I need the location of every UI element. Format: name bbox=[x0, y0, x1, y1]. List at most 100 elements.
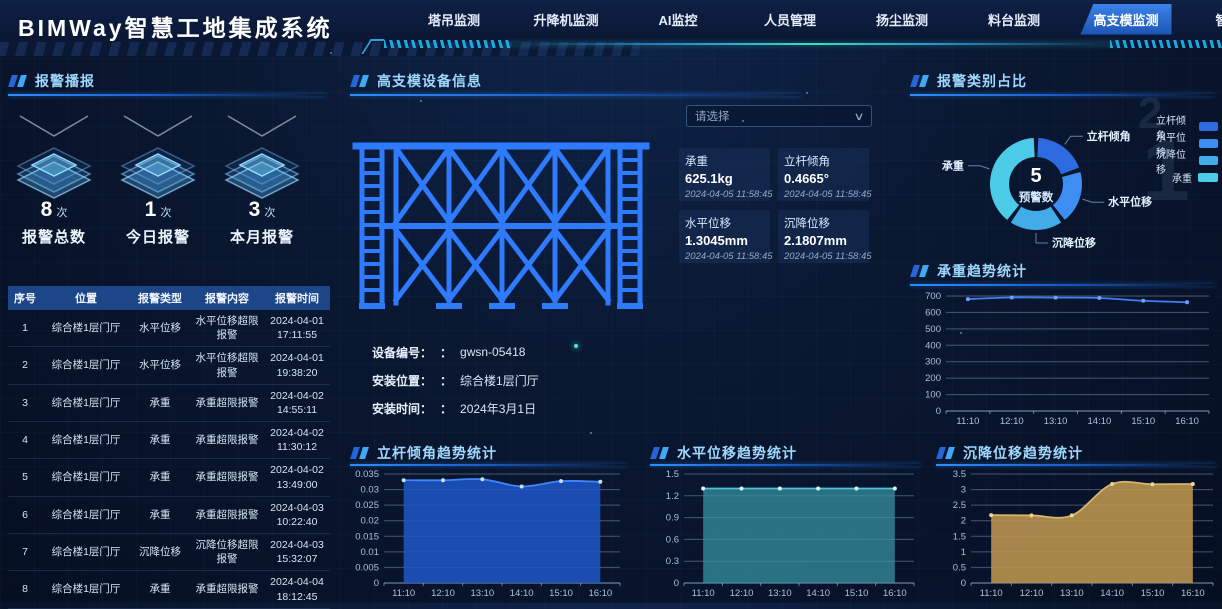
svg-text:14:10: 14:10 bbox=[1088, 416, 1112, 427]
svg-text:0.6: 0.6 bbox=[666, 534, 679, 545]
col-header: 序号 bbox=[8, 286, 42, 310]
svg-text:13:10: 13:10 bbox=[768, 588, 792, 599]
legend-item[interactable]: 立杆倾角 bbox=[1156, 116, 1218, 142]
svg-text:500: 500 bbox=[925, 324, 941, 335]
legend-label: 立杆倾角 bbox=[1156, 115, 1186, 142]
data-point[interactable] bbox=[480, 477, 485, 482]
horiz-trend-chart: 0 0.3 0.6 0.9 1.2 1.5 11:10 12:10 13:10 14:10 15:1… bbox=[648, 468, 920, 600]
data-point[interactable] bbox=[1185, 300, 1190, 305]
legend-label: 沉降位移 bbox=[1156, 149, 1186, 176]
table-cell: 综合楼1层门厅 bbox=[42, 458, 130, 497]
svg-text:300: 300 bbox=[925, 357, 941, 368]
nav-tab-ai-monitor[interactable]: AI监控 bbox=[658, 12, 698, 28]
svg-text:11:10: 11:10 bbox=[956, 416, 979, 427]
info-value: 2024年3月1日 bbox=[460, 401, 537, 416]
data-point[interactable] bbox=[1190, 481, 1195, 486]
data-point[interactable] bbox=[1069, 513, 1074, 518]
legend-swatch bbox=[1199, 139, 1218, 148]
data-point[interactable] bbox=[989, 513, 994, 518]
particle-dot bbox=[420, 100, 422, 102]
svg-text:0.03: 0.03 bbox=[361, 485, 380, 496]
table-cell: 1 bbox=[8, 310, 42, 348]
category-section-title: 报警类别占比 bbox=[937, 73, 1027, 89]
section-underline bbox=[910, 94, 1215, 96]
info-label: 设备编号： bbox=[372, 345, 433, 360]
slash-icon bbox=[919, 265, 929, 277]
nav-tab-personnel[interactable]: 人员管理 bbox=[763, 12, 816, 28]
pie-legend: 立杆倾角 水平位移 沉降位移 承重 bbox=[1156, 116, 1218, 186]
legend-item[interactable]: 沉降位移 bbox=[1156, 150, 1218, 176]
alarm-section-header: 报警播报 bbox=[8, 72, 95, 90]
data-point[interactable] bbox=[519, 484, 524, 489]
data-point[interactable] bbox=[559, 479, 563, 484]
pie-slice[interactable] bbox=[1037, 138, 1079, 175]
sensor-timestamp: 2024-04-05 11:58:45 bbox=[685, 251, 773, 262]
sensor-label: 承重 bbox=[685, 156, 708, 168]
data-point[interactable] bbox=[1029, 513, 1034, 518]
data-point[interactable] bbox=[701, 486, 706, 491]
svg-text:12:10: 12:10 bbox=[1020, 588, 1044, 599]
legend-item[interactable]: 水平位移 bbox=[1156, 133, 1218, 159]
data-point[interactable] bbox=[892, 486, 897, 491]
table-cell: 承重超限报警 bbox=[190, 384, 264, 423]
data-point[interactable] bbox=[777, 486, 782, 491]
nav-tab-tower-crane[interactable]: 塔吊监测 bbox=[427, 12, 480, 28]
svg-text:15:10: 15:10 bbox=[1141, 588, 1165, 599]
svg-text:1.5: 1.5 bbox=[953, 531, 966, 542]
data-point[interactable] bbox=[854, 486, 859, 491]
svg-text:0: 0 bbox=[961, 578, 966, 589]
data-point[interactable] bbox=[1097, 295, 1102, 300]
device-id-row: 设备编号： ： gwsn-05418 bbox=[372, 338, 539, 366]
svg-text:13:10: 13:10 bbox=[1044, 416, 1068, 427]
section-underline bbox=[936, 464, 1216, 466]
nav-tab-platform[interactable]: 料台监测 bbox=[987, 12, 1040, 28]
pie-slice[interactable] bbox=[1010, 206, 1062, 230]
nav-tab-formwork-active[interactable]: 高支模监测 bbox=[1070, 3, 1182, 35]
alarm-table-body: 1 综合楼1层门厅 水平位移 水平位移超限报警 2024-04-01 17:11:55 2… bbox=[8, 310, 330, 609]
svg-text:15:10: 15:10 bbox=[845, 588, 869, 599]
data-point[interactable] bbox=[1141, 298, 1146, 303]
col-header: 位置 bbox=[42, 286, 130, 310]
device-select[interactable]: 请选择 ∨ bbox=[686, 105, 872, 127]
particle-dot bbox=[330, 52, 332, 54]
table-cell: 承重超限报警 bbox=[190, 458, 264, 497]
table-cell: 承重超限报警 bbox=[190, 421, 264, 460]
pie-slice[interactable] bbox=[1052, 171, 1082, 220]
data-point[interactable] bbox=[816, 486, 821, 491]
data-point[interactable] bbox=[965, 297, 970, 302]
horiz-trend-section-header: 水平位移趋势统计 bbox=[650, 444, 797, 462]
section-underline bbox=[910, 284, 1215, 286]
chevron-down-icon: ∨ bbox=[853, 110, 865, 123]
stat-label: 今日报警 bbox=[125, 229, 190, 246]
table-cell: 综合楼1层门厅 bbox=[42, 496, 130, 535]
data-point[interactable] bbox=[1150, 482, 1155, 487]
chart-svg: 0 0.5 1 1.5 2 2.5 3 3.5 11:10 12:10 13:10 14:10 15:1… bbox=[953, 469, 1214, 599]
data-point[interactable] bbox=[401, 478, 406, 483]
data-point[interactable] bbox=[1009, 295, 1014, 300]
nav-tab-dust[interactable]: 扬尘监测 bbox=[875, 12, 928, 28]
svg-text:12:10: 12:10 bbox=[431, 588, 455, 599]
legend-item[interactable]: 承重 bbox=[1156, 169, 1218, 186]
svg-text:14:10: 14:10 bbox=[1100, 588, 1124, 599]
svg-text:15:10: 15:10 bbox=[549, 588, 573, 599]
nav-tab-partial[interactable]: 智 bbox=[1215, 12, 1222, 28]
svg-text:13:10: 13:10 bbox=[1060, 588, 1084, 599]
tilt-trend-section-header: 立杆倾角趋势统计 bbox=[350, 444, 497, 462]
data-point[interactable] bbox=[1110, 481, 1115, 486]
scaffold-graphic bbox=[352, 142, 650, 309]
svg-text:0: 0 bbox=[674, 578, 679, 589]
data-point[interactable] bbox=[441, 478, 445, 483]
pie-slice[interactable] bbox=[990, 138, 1035, 220]
info-colon: ： bbox=[440, 345, 453, 360]
table-row: 3 综合楼1层门厅 承重 承重超限报警 2024-04-02 14:55:11 bbox=[8, 384, 330, 423]
table-cell: 6 bbox=[8, 496, 42, 535]
data-point[interactable] bbox=[739, 486, 744, 491]
data-point[interactable] bbox=[1053, 295, 1058, 300]
data-point[interactable] bbox=[598, 479, 603, 484]
svg-text:11:10: 11:10 bbox=[980, 588, 1003, 599]
slash-icon bbox=[359, 447, 369, 459]
svg-text:2: 2 bbox=[961, 516, 966, 527]
table-cell: 2024-04-03 10:22:40 bbox=[264, 496, 330, 535]
nav-tab-hoist[interactable]: 升降机监测 bbox=[533, 12, 599, 28]
